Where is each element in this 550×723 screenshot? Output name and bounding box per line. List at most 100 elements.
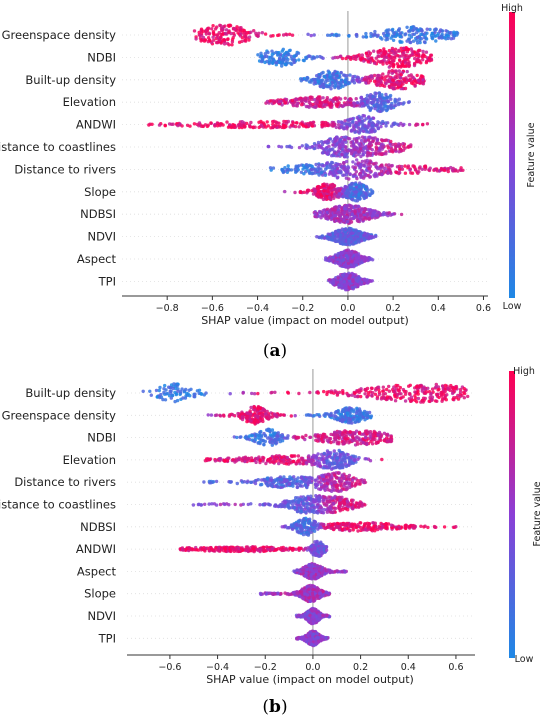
shap-point [322,189,326,193]
shap-point [416,396,421,401]
shap-point [241,415,246,419]
panel-a-x-ticks: −0.8 −0.6 −0.4 −0.2 0.0 0.2 0.4 0.6 [156,296,491,314]
shap-point [249,30,253,34]
panel-a-feature-label: Distance to rivers [14,162,116,176]
shap-point [299,79,303,83]
shap-point [360,193,365,198]
shap-point [318,84,322,88]
shap-point [285,144,289,149]
shap-point [219,122,224,126]
shap-point [364,96,369,101]
shap-point [204,32,208,36]
shap-point [315,235,319,239]
shap-point [328,213,333,217]
shap-point [355,199,360,203]
shap-point [420,74,424,79]
shap-point [368,107,372,112]
shap-point [413,394,417,398]
shap-point [313,189,317,193]
shap-point [343,103,347,107]
shap-point [201,29,205,33]
shap-point [405,25,409,29]
shap-point [354,54,358,58]
shap-point [350,393,354,397]
shap-point [334,205,338,210]
shap-point [239,123,244,128]
shap-point [316,79,320,84]
shap-point [368,95,372,100]
shap-point [332,33,336,37]
shap-point [361,176,366,180]
shap-point [430,36,435,41]
shap-point [341,391,345,395]
shap-point [240,412,245,416]
shap-point [355,78,359,82]
shap-point [237,40,242,44]
shap-point [281,33,286,37]
shap-point [277,51,281,55]
shap-point [355,406,359,410]
shap-point [346,166,351,170]
shap-point [331,235,335,240]
shap-point [353,165,358,170]
shap-point [363,231,367,236]
shap-point [353,420,358,424]
shap-point [309,33,313,38]
shap-point [250,391,254,396]
shap-point [458,390,463,394]
shap-point [389,103,393,108]
shap-point [292,60,296,65]
shap-point [352,125,356,129]
shap-point [347,177,351,181]
shap-point [321,96,325,100]
shap-point [297,58,301,62]
shap-point [359,387,363,391]
shap-point [351,160,355,164]
shap-point [462,386,466,391]
shap-point [424,37,429,41]
shap-point [341,242,345,246]
shap-point [297,125,301,129]
shap-point [376,385,381,389]
shap-point [360,53,364,57]
shap-point [354,204,358,208]
shap-point [331,164,335,169]
shap-point [256,391,260,396]
shap-point [381,385,385,389]
shap-point [413,390,417,394]
shap-point [411,28,415,32]
shap-point [348,97,353,101]
shap-point [266,144,270,149]
shap-point [367,77,371,81]
shap-point [354,236,358,240]
shap-point [378,109,382,114]
shap-point [321,197,326,202]
shap-point [288,32,292,36]
shap-point [215,121,220,125]
panel-a-swarm-row [266,135,413,159]
shap-point [395,80,399,84]
shap-point [381,389,385,393]
shap-point [245,411,249,415]
shap-point [218,414,223,418]
shap-point [215,34,219,38]
shap-point [413,84,417,88]
shap-point [337,33,341,37]
shap-point [367,217,371,221]
shap-point [353,130,357,134]
shap-point [245,416,250,420]
shap-point [193,392,197,396]
panel-a-feature-label: NDBI [87,50,116,64]
shap-point [323,120,328,125]
shap-point [375,396,379,401]
shap-point [223,31,228,36]
shap-point [344,122,348,126]
shap-point [331,147,335,151]
shap-point [312,33,316,37]
shap-point [383,78,387,82]
shap-point [383,392,387,396]
shap-point [180,124,184,128]
shap-point [399,212,404,217]
shap-point [393,47,398,51]
shap-point [283,189,287,194]
